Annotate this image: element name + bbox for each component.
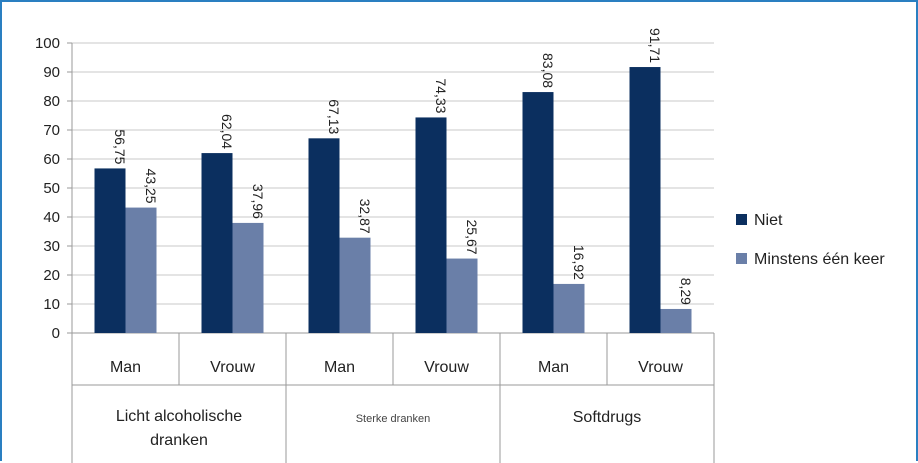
bar-minstens-een-keer: [660, 308, 692, 333]
category-label: Man: [324, 359, 355, 376]
bar-niet: [415, 117, 447, 334]
data-label: 37,96: [250, 184, 266, 219]
legend-label: Niet: [754, 212, 783, 229]
group-label: dranken: [150, 432, 208, 449]
group-label: Licht alcoholische: [116, 408, 242, 425]
data-label: 67,13: [326, 99, 342, 134]
y-tick-label: 80: [43, 93, 60, 110]
data-label: 91,71: [647, 28, 663, 63]
y-tick-label: 70: [43, 122, 60, 139]
bar-niet: [94, 168, 126, 333]
legend-swatch: [736, 214, 747, 225]
y-tick-label: 10: [43, 296, 60, 313]
data-label: 25,67: [464, 220, 480, 255]
bar-minstens-een-keer: [125, 207, 157, 333]
bar-minstens-een-keer: [232, 222, 264, 333]
legend: Niet Minstens één keer: [736, 212, 885, 268]
data-label: 43,25: [143, 169, 159, 204]
category-label: Vrouw: [210, 359, 255, 376]
data-label: 16,92: [571, 245, 587, 280]
data-label: 56,75: [112, 129, 128, 164]
category-label: Man: [538, 359, 569, 376]
data-label: 74,33: [433, 78, 449, 113]
bar-niet: [629, 67, 661, 333]
bar-niet: [308, 138, 340, 333]
bar-minstens-een-keer: [339, 237, 371, 333]
data-label: 32,87: [357, 199, 373, 234]
bar-minstens-een-keer: [553, 283, 585, 333]
category-axis: Man Vrouw Man Vrouw Man Vrouw Licht alcoholisc…: [71, 333, 715, 463]
data-label: 62,04: [219, 114, 235, 149]
gridlines: [72, 42, 714, 305]
bar-minstens-een-keer: [446, 258, 478, 333]
category-label: Vrouw: [424, 359, 469, 376]
data-label: 83,08: [540, 53, 556, 88]
y-tick-label: 40: [43, 209, 60, 226]
y-tick-label: 0: [52, 325, 60, 342]
y-tick-label: 20: [43, 267, 60, 284]
category-label: Vrouw: [638, 359, 683, 376]
bars: [94, 67, 692, 334]
y-tick-label: 50: [43, 180, 60, 197]
data-labels: 56,75 43,25 62,04 37,96 67,13 32,87 74,33 25,67…: [112, 28, 694, 305]
bar-niet: [522, 92, 554, 334]
category-label: Man: [110, 359, 141, 376]
data-label: 8,29: [678, 278, 694, 305]
y-tick-label: 60: [43, 151, 60, 168]
group-label: Sterke dranken: [356, 413, 431, 425]
y-tick-label: 90: [43, 64, 60, 81]
bar-niet: [201, 153, 233, 333]
group-label: Softdrugs: [573, 409, 641, 426]
y-tick-label: 30: [43, 238, 60, 255]
y-tick-label: 100: [35, 35, 60, 52]
legend-swatch: [736, 253, 747, 264]
legend-label: Minstens één keer: [754, 251, 885, 268]
